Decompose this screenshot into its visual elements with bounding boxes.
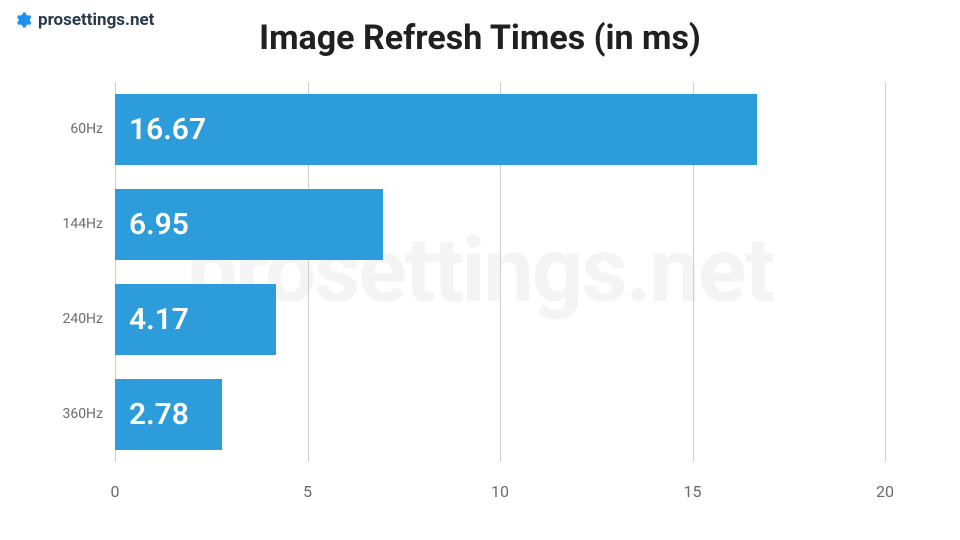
- bar-row: 144Hz6.95: [115, 189, 885, 259]
- bar-row: 60Hz16.67: [115, 94, 885, 164]
- bar: 2.78: [115, 379, 222, 449]
- x-tick-label: 5: [303, 482, 312, 501]
- x-tick-label: 15: [684, 482, 702, 501]
- bar: 4.17: [115, 284, 276, 354]
- x-tick-label: 10: [491, 482, 509, 501]
- bar-row: 360Hz2.78: [115, 379, 885, 449]
- bar-chart: 0510152060Hz16.67144Hz6.95240Hz4.17360Hz…: [115, 82, 885, 462]
- chart-title: Image Refresh Times (in ms): [0, 18, 960, 58]
- bar: 16.67: [115, 94, 757, 164]
- category-label: 240Hz: [62, 311, 103, 327]
- category-label: 144Hz: [62, 216, 103, 232]
- bar-row: 240Hz4.17: [115, 284, 885, 354]
- x-tick-label: 0: [111, 482, 120, 501]
- bar: 6.95: [115, 189, 383, 259]
- category-label: 60Hz: [70, 121, 103, 137]
- category-label: 360Hz: [62, 406, 103, 422]
- x-tick-label: 20: [876, 482, 894, 501]
- gridline: [885, 82, 886, 462]
